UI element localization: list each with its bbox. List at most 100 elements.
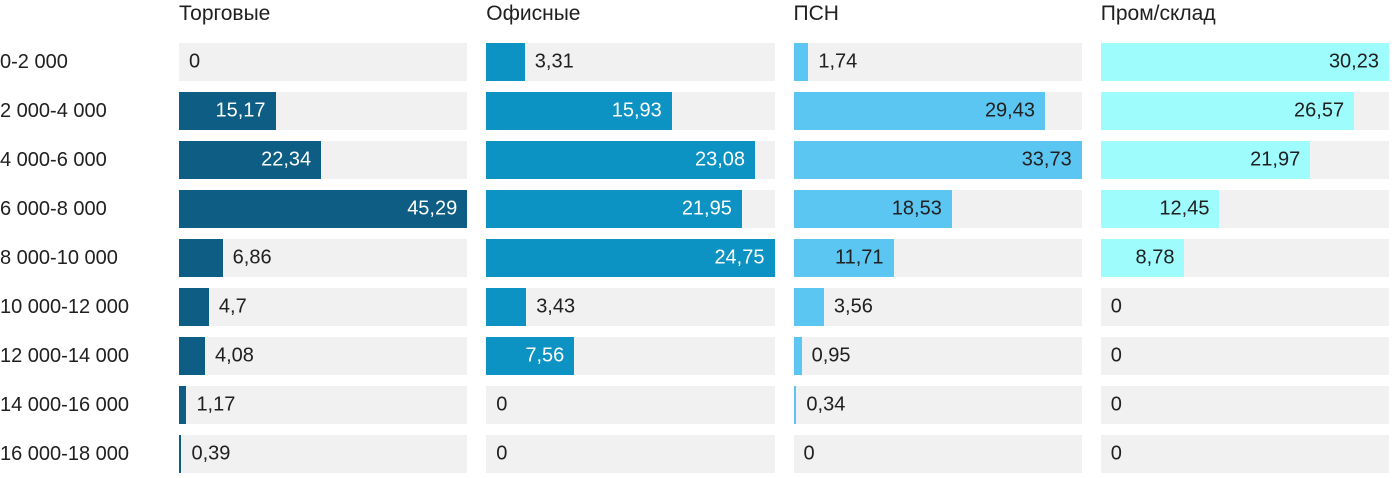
bar	[486, 287, 527, 326]
bar-track: 3,31	[486, 42, 775, 81]
value-label: 4,7	[218, 295, 247, 317]
value-label: 0	[803, 442, 815, 464]
value-label: 0,95	[811, 344, 851, 366]
bar-track: 18,53	[793, 189, 1082, 228]
category-label: 4 000-6 000	[0, 148, 107, 171]
value-label: 3,43	[536, 295, 576, 317]
chart-row: 4 000-6 000 22,34 23,08 33,73 21,97	[0, 135, 1400, 184]
bar-track: 1,74	[793, 42, 1082, 81]
bar-track: 6,86	[179, 238, 468, 277]
bar	[793, 336, 802, 375]
bar-track: 15,93	[486, 91, 775, 130]
value-label: 30,23	[1328, 50, 1379, 72]
category-label: 10 000-12 000	[0, 295, 130, 318]
bar-track: 21,97	[1100, 140, 1389, 179]
bar-track: 0,95	[793, 336, 1082, 375]
bar: 7,56	[486, 336, 575, 375]
bar	[179, 434, 182, 473]
bar: 22,34	[179, 140, 322, 179]
bar: 18,53	[793, 189, 952, 228]
value-label: 33,73	[1021, 148, 1072, 170]
category-label: 16 000-18 000	[0, 442, 130, 465]
bar: 11,71	[793, 238, 894, 277]
bar: 15,17	[179, 91, 276, 130]
value-label: 12,45	[1159, 197, 1210, 219]
value-label: 0,39	[191, 442, 231, 464]
value-label: 1,17	[196, 393, 236, 415]
value-label: 0	[1110, 393, 1122, 415]
bar	[486, 42, 525, 81]
bar: 15,93	[486, 91, 672, 130]
bar: 24,75	[486, 238, 775, 277]
bar-track: 15,17	[179, 91, 468, 130]
value-label: 29,43	[984, 99, 1035, 121]
bar	[793, 385, 797, 424]
category-label: 6 000-8 000	[0, 197, 107, 220]
bar-track: 0,39	[179, 434, 468, 473]
chart-row: 8 000-10 000 6,86 24,75 11,71 8,78	[0, 233, 1400, 282]
bar: 23,08	[486, 140, 756, 179]
bar-track: 0	[486, 434, 775, 473]
category-label: 0-2 000	[0, 50, 68, 73]
bar-track: 0	[1100, 336, 1389, 375]
bar-track: 0	[1100, 385, 1389, 424]
bar-track: 11,71	[793, 238, 1082, 277]
value-label: 8,78	[1135, 246, 1175, 268]
bar-track: 0	[793, 434, 1082, 473]
bar-track: 1,17	[179, 385, 468, 424]
category-label: 12 000-14 000	[0, 344, 130, 367]
value-label: 1,74	[818, 50, 858, 72]
bar	[179, 238, 223, 277]
bar-track: 24,75	[486, 238, 775, 277]
bar-track: 23,08	[486, 140, 775, 179]
series-header-prom-sklad: Пром/склад	[1100, 2, 1216, 25]
bar: 30,23	[1100, 42, 1389, 81]
value-label: 0	[1110, 344, 1122, 366]
bar: 8,78	[1100, 238, 1185, 277]
bar-track: 21,95	[486, 189, 775, 228]
value-label: 0	[1110, 295, 1122, 317]
bar: 29,43	[793, 91, 1045, 130]
bar-track: 4,08	[179, 336, 468, 375]
value-label: 45,29	[407, 197, 458, 219]
bar-track: 12,45	[1100, 189, 1389, 228]
value-label: 7,56	[525, 344, 565, 366]
bar	[179, 336, 205, 375]
value-label: 15,93	[611, 99, 662, 121]
bar-track: 0	[179, 42, 468, 81]
series-header-torgovye: Торговые	[179, 2, 271, 25]
value-label: 0	[496, 442, 508, 464]
bar: 45,29	[179, 189, 468, 228]
chart-row: 2 000-4 000 15,17 15,93 29,43 26,57	[0, 86, 1400, 135]
value-label: 23,08	[694, 148, 746, 170]
chart-row: 6 000-8 000 45,29 21,95 18,53 12,45	[0, 184, 1400, 233]
bar: 26,57	[1100, 91, 1355, 130]
value-label: 21,95	[681, 197, 732, 219]
value-label: 0,34	[806, 393, 846, 415]
bar-track: 7,56	[486, 336, 775, 375]
bar-track: 22,34	[179, 140, 468, 179]
bar: 21,97	[1100, 140, 1311, 179]
bar	[179, 287, 209, 326]
value-label: 18,53	[891, 197, 942, 219]
value-label: 3,31	[534, 50, 574, 72]
bar: 12,45	[1100, 189, 1220, 228]
bar-track: 0	[486, 385, 775, 424]
chart-row: 16 000-18 000 0,39 0 0 0	[0, 429, 1400, 478]
bar-track: 26,57	[1100, 91, 1389, 130]
bar-track: 45,29	[179, 189, 468, 228]
value-label: 26,57	[1294, 99, 1345, 121]
bar-track: 4,7	[179, 287, 468, 326]
bar	[179, 385, 187, 424]
series-header-psn: ПСН	[793, 2, 839, 25]
category-label: 2 000-4 000	[0, 99, 107, 122]
value-label: 15,17	[215, 99, 266, 121]
bar-track: 29,43	[793, 91, 1082, 130]
chart-row: 0-2 000 0 3,31 1,74 30,23	[0, 37, 1400, 86]
value-label: 0	[189, 50, 201, 72]
chart-row: 10 000-12 000 4,7 3,43 3,56 0	[0, 282, 1400, 331]
value-label: 0	[1110, 442, 1122, 464]
category-label: 8 000-10 000	[0, 246, 118, 269]
bar	[793, 42, 809, 81]
